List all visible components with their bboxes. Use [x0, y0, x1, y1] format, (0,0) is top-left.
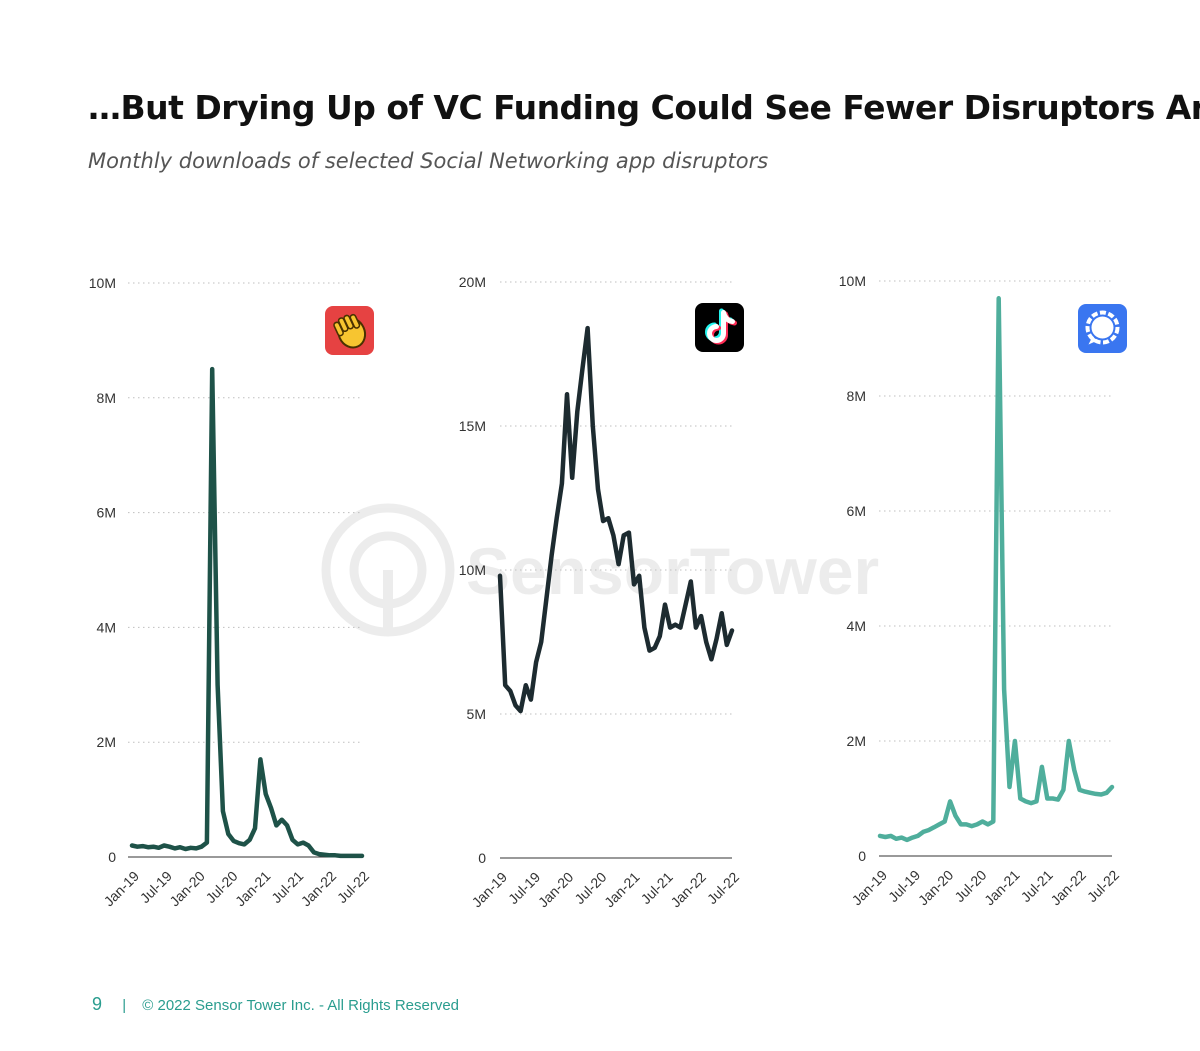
copyright-text: © 2022 Sensor Tower Inc. - All Rights Re… — [142, 997, 460, 1014]
x-tick-label: Jan-22 — [667, 869, 709, 911]
tiktok-note-icon — [695, 303, 744, 352]
x-tick-label: Jan-21 — [232, 868, 274, 910]
y-tick-label: 2M — [97, 734, 116, 750]
y-tick-label: 2M — [847, 733, 866, 749]
sensor-tower-logo-inner — [349, 531, 427, 609]
y-tick-label: 6M — [97, 505, 116, 521]
watermark-text: SensorTower — [466, 534, 879, 608]
y-tick-label: 6M — [847, 503, 866, 519]
y-tick-label: 5M — [467, 706, 486, 722]
x-tick-label: Jul-22 — [334, 868, 372, 906]
series-line-tiktok — [497, 325, 735, 714]
x-tick-label: Jan-19 — [469, 869, 511, 911]
x-tick-label: Jan-21 — [981, 867, 1023, 909]
y-tick-label: 15M — [459, 418, 486, 434]
bubble-fill — [1091, 316, 1114, 339]
x-tick-label: Jan-22 — [1047, 867, 1089, 909]
x-tick-label: Jul-22 — [1084, 867, 1122, 905]
y-tick-label: 20M — [459, 274, 486, 290]
y-tick-label: 10M — [459, 562, 486, 578]
x-tick-label: Jan-19 — [849, 867, 891, 909]
y-tick-label: 8M — [97, 390, 116, 406]
x-tick-label: Jan-22 — [298, 868, 340, 910]
footer: 9 | © 2022 Sensor Tower Inc. - All Right… — [92, 994, 459, 1015]
note-white-layer — [707, 310, 735, 343]
y-tick-label: 4M — [847, 618, 866, 634]
page-subtitle: Monthly downloads of selected Social Net… — [88, 149, 769, 173]
watermark: SensorTower — [321, 503, 879, 637]
sensor-tower-logo-icon — [321, 503, 455, 637]
x-tick-label: Jan-19 — [101, 868, 143, 910]
footer-separator: | — [122, 997, 127, 1014]
x-tick-label: Jan-20 — [166, 868, 208, 910]
y-tick-label: 0 — [858, 848, 866, 864]
y-tick-label: 10M — [839, 273, 866, 289]
y-tick-label: 0 — [478, 850, 486, 866]
series-line-clubhouse — [129, 366, 365, 859]
y-tick-label: 10M — [89, 275, 116, 291]
chart-panel-signal: 02M4M6M8M10MJan-19Jul-19Jan-20Jul-20Jan-… — [839, 273, 1127, 908]
y-tick-label: 4M — [97, 619, 116, 635]
hand-finger — [349, 313, 361, 329]
x-tick-label: Jul-22 — [704, 869, 742, 907]
signal-chat-bubble-icon — [1078, 304, 1127, 353]
series-line-signal — [877, 296, 1115, 843]
x-tick-label: Jan-21 — [601, 869, 643, 911]
y-tick-label: 0 — [108, 849, 116, 865]
y-tick-label: 8M — [847, 388, 866, 404]
x-tick-label: Jan-20 — [535, 869, 577, 911]
clubhouse-wave-hand-icon — [325, 306, 374, 355]
page-title: …But Drying Up of VC Funding Could See F… — [88, 88, 1200, 127]
bubble-tail — [1088, 336, 1098, 345]
x-tick-label: Jan-20 — [915, 867, 957, 909]
page-number: 9 — [92, 994, 103, 1014]
sensor-tower-logo-stem — [383, 570, 393, 628]
bubble-dashed-ring — [1085, 310, 1120, 345]
